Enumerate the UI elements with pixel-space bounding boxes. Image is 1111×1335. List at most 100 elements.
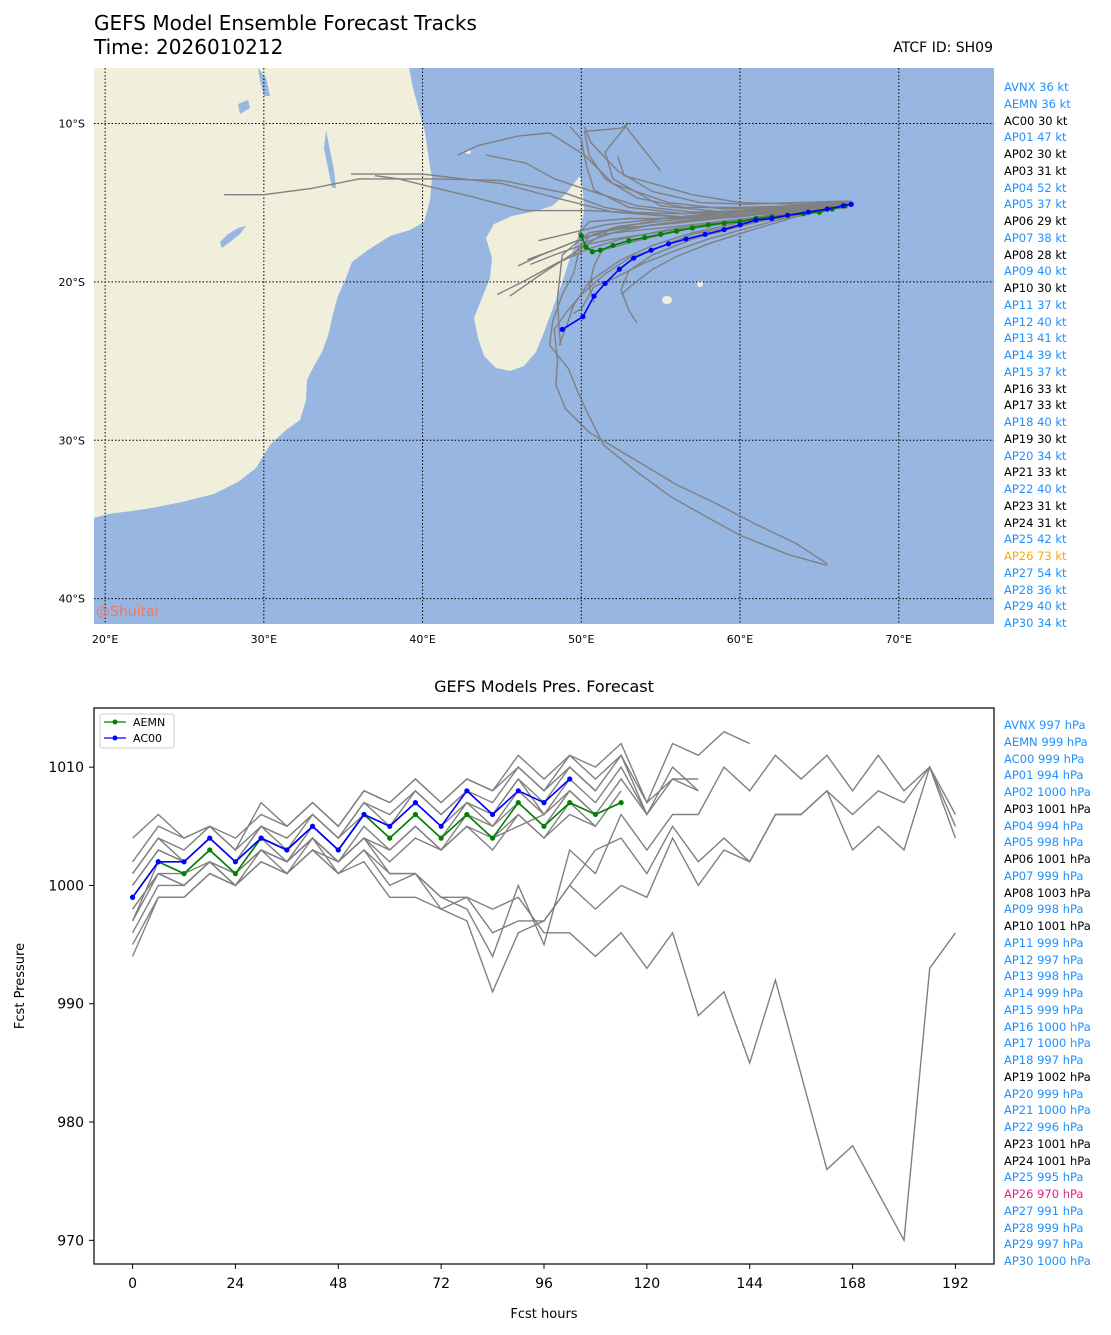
ac00-track-point <box>753 217 759 223</box>
list-item: AP15 37 kt <box>1004 364 1067 379</box>
y-tick-label: 1000 <box>48 878 84 894</box>
ac00-pressure-line <box>131 778 571 898</box>
list-item: AP01 47 kt <box>1004 130 1067 145</box>
ac00-pressure-point <box>309 823 316 829</box>
aemn-pressure-point <box>412 811 419 818</box>
ac00-pressure-point <box>387 823 393 829</box>
member-track <box>548 201 849 567</box>
lake-icon <box>238 100 250 114</box>
ac00-track-point <box>602 280 608 287</box>
member-track <box>583 122 849 209</box>
lat-tick-label: 40°S <box>59 593 85 606</box>
watermark: @Shuitai <box>96 604 158 620</box>
list-item: AP03 1001 hPa <box>1004 801 1091 816</box>
map-title: GEFS Model Ensemble Forecast Tracks <box>94 11 477 35</box>
aemn-pressure-point <box>618 800 624 806</box>
list-item: AP11 37 kt <box>1004 297 1067 312</box>
list-item: AP24 31 kt <box>1004 515 1067 530</box>
pressure-list: AVNX 997 hPa AEMN 999 hPa AC00 999 hPa AP01… <box>1004 717 1091 1270</box>
list-item: AP05 37 kt <box>1004 197 1067 212</box>
list-item: AP17 1000 hPa <box>1004 1036 1091 1051</box>
aemn-track-point <box>705 222 711 228</box>
atcf-id: ATCF ID: SH09 <box>893 40 993 56</box>
list-item: AP02 30 kt <box>1004 147 1067 161</box>
forecast-time: Time: 2026010212 <box>94 35 284 59</box>
aemn-pressure-point <box>181 871 187 877</box>
list-item: AP13 998 hPa <box>1004 969 1084 984</box>
chart-title: GEFS Models Pres. Forecast <box>434 677 654 696</box>
ac00-pressure-point <box>464 788 470 794</box>
ac00-track-point <box>666 241 672 247</box>
ac00-track-point <box>840 203 846 209</box>
map-axis-labels: 20°E 30°E 40°E 50°E 60°E 70°E 10°S 20°S 30°S 40°S <box>59 117 913 646</box>
ac00-track-point <box>848 201 854 207</box>
aemn-pressure-point <box>541 823 547 829</box>
list-item: AEMN 36 kt <box>1004 96 1071 111</box>
list-item: AP29 997 hPa <box>1004 1237 1084 1252</box>
ac00-track-point <box>769 215 775 222</box>
list-item: AP28 999 hPa <box>1004 1220 1084 1235</box>
list-item: AP30 34 kt <box>1004 616 1067 630</box>
list-item: AP06 29 kt <box>1004 214 1067 228</box>
list-item: AP16 1000 hPa <box>1004 1019 1091 1034</box>
list-item: AP06 1001 hPa <box>1004 852 1091 866</box>
list-item: AP27 991 hPa <box>1004 1203 1084 1218</box>
map-gridlines <box>94 68 994 624</box>
list-item: AP05 998 hPa <box>1004 835 1084 850</box>
ac00-track-point <box>648 247 654 253</box>
x-axis-label: Fcst hours <box>510 1307 577 1322</box>
reunion-island <box>662 296 672 304</box>
list-item: AP19 1002 hPa <box>1004 1069 1091 1084</box>
ac00-pressure-point <box>258 835 264 841</box>
aemn-pressure-point <box>592 811 599 818</box>
aemn-pressure-point <box>232 871 239 877</box>
list-item: AP27 54 kt <box>1004 565 1067 580</box>
mauritius-island <box>697 281 703 287</box>
aemn-pressure-point <box>567 800 573 806</box>
lake-icon <box>324 130 336 188</box>
legend-ac00-label: AC00 <box>133 732 162 745</box>
list-item: AP30 1000 hPa <box>1004 1254 1091 1268</box>
member-track <box>577 206 849 235</box>
list-item: AEMN 999 hPa <box>1004 734 1088 749</box>
aemn-pressure-line <box>131 801 622 898</box>
aemn-pressure-point <box>515 800 521 806</box>
list-item: AP23 31 kt <box>1004 498 1067 513</box>
list-item: AP21 33 kt <box>1004 465 1067 480</box>
ac00-pressure-point <box>284 847 290 853</box>
member-pressure-line <box>131 813 545 957</box>
lon-tick-label: 70°E <box>886 633 912 646</box>
member-track <box>583 126 849 205</box>
ac00-track-point <box>616 266 622 272</box>
ac00-pressure-point <box>515 788 521 794</box>
axis-ticks: 0 24 48 72 96 120 144 168 192 970 980 990 1000 1010 <box>48 760 968 1292</box>
ac00-track-point <box>824 206 830 212</box>
list-item: AP04 52 kt <box>1004 180 1067 195</box>
x-tick-label: 0 <box>128 1276 137 1292</box>
aemn-track-point <box>583 244 589 250</box>
aemn-pressure-point <box>438 835 444 841</box>
legend-aemn-marker <box>112 719 118 725</box>
aemn-track-point <box>578 233 584 239</box>
y-tick-label: 990 <box>57 997 84 1013</box>
list-item: AP07 999 hPa <box>1004 868 1084 883</box>
list-item: AP26 73 kt <box>1004 549 1067 563</box>
lon-tick-label: 60°E <box>727 633 753 646</box>
list-item: AP16 33 kt <box>1004 381 1067 396</box>
list-item: AP13 41 kt <box>1004 331 1067 346</box>
member-track <box>617 156 849 205</box>
lon-tick-label: 30°E <box>251 633 277 646</box>
list-item: AP24 1001 hPa <box>1004 1153 1091 1168</box>
list-item: AP28 36 kt <box>1004 582 1067 597</box>
aemn-track-point <box>626 238 632 244</box>
x-tick-label: 48 <box>329 1276 347 1292</box>
list-item: AP26 970 hPa <box>1004 1187 1084 1201</box>
list-item: AP09 40 kt <box>1004 264 1067 279</box>
aemn-track-point <box>642 234 648 241</box>
ac00-track-point <box>785 212 791 218</box>
list-item: AP14 999 hPa <box>1004 986 1084 1000</box>
aemn-track-point <box>673 228 680 234</box>
ac00-pressure-point <box>129 894 136 900</box>
aemn-track-point <box>597 247 603 253</box>
list-item: AP07 38 kt <box>1004 230 1067 245</box>
